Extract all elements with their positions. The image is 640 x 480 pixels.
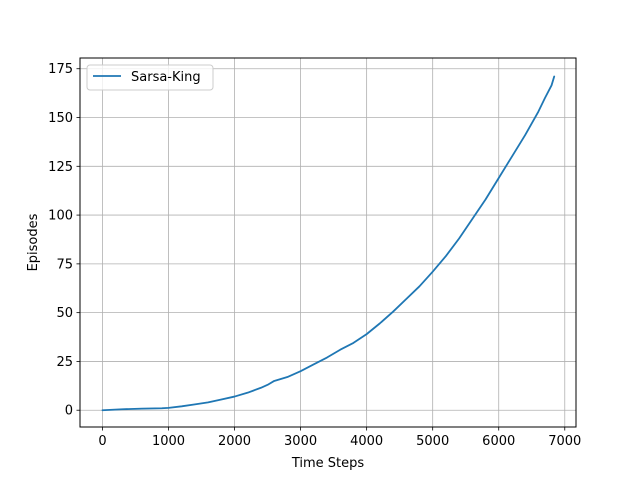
y-axis-title: Episodes xyxy=(26,213,41,271)
y-tick-label: 100 xyxy=(48,209,73,224)
x-tick-label: 0 xyxy=(98,434,106,449)
series-layer xyxy=(101,75,556,412)
y-tick-label: 0 xyxy=(65,404,73,419)
x-tick-label: 3000 xyxy=(284,434,317,449)
plot-background xyxy=(80,58,576,427)
x-axis-title: Time Steps xyxy=(291,456,365,471)
x-tick-label: 4000 xyxy=(350,434,383,449)
legend-box xyxy=(86,64,214,91)
y-tick-label: 150 xyxy=(48,111,73,126)
y-tick-label: 25 xyxy=(56,355,73,370)
legend-label: Sarsa-King xyxy=(131,70,201,85)
y-tick-label: 50 xyxy=(56,306,73,321)
x-tick-label: 5000 xyxy=(416,434,449,449)
grid-lines xyxy=(80,58,576,427)
x-tick-label: 1000 xyxy=(152,434,185,449)
series-line-0 xyxy=(101,75,556,412)
tick-layer: 0 1000 2000 3000 4000 5000 6000 7000 0 25 50 75 100 1… xyxy=(48,62,581,449)
y-tick-label: 125 xyxy=(48,160,73,175)
y-tick-label: 75 xyxy=(56,257,73,272)
y-tick-label: 175 xyxy=(48,62,73,77)
legend: Sarsa-King xyxy=(86,64,214,91)
plot-frame xyxy=(79,57,577,428)
x-tick-label: 6000 xyxy=(482,434,515,449)
x-tick-label: 7000 xyxy=(548,434,581,449)
x-tick-label: 2000 xyxy=(218,434,251,449)
